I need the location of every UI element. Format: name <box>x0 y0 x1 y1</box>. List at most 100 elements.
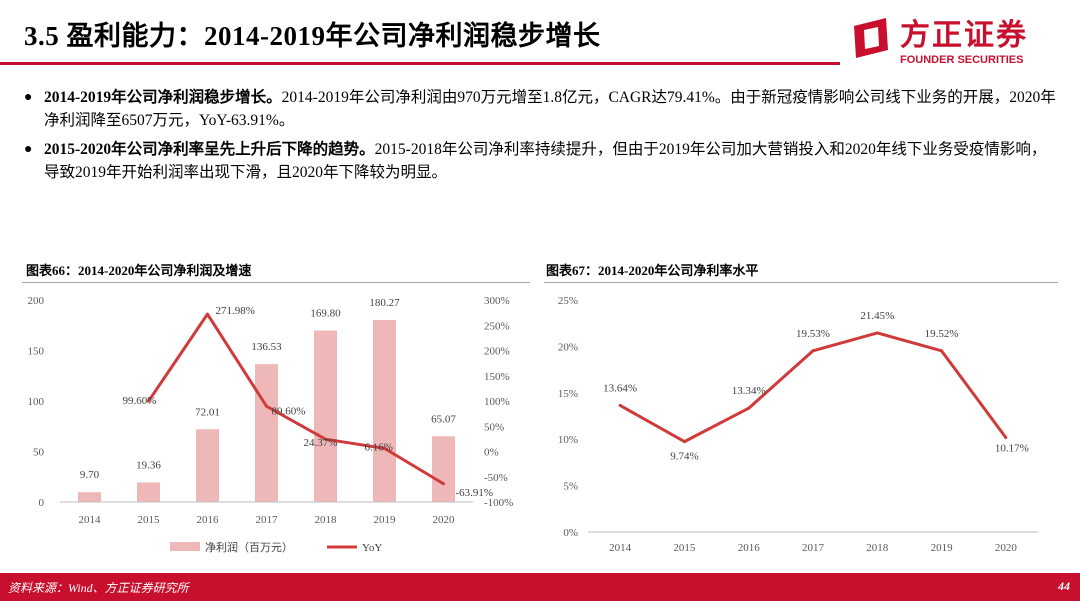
page-title: 3.5 盈利能力：2014-2019年公司净利润稳步增长 <box>24 21 601 51</box>
net-margin-data-label: 19.52% <box>925 328 959 340</box>
legend-bar-label: 净利润（百万元） <box>205 540 293 554</box>
chart2-title: 图表67：2014-2020年公司净利率水平 <box>546 263 759 278</box>
bar-data-label: 169.80 <box>310 308 341 320</box>
x-tick-label: 2018 <box>866 542 889 554</box>
yoy-data-label: -63.91% <box>456 487 494 499</box>
x-tick-label: 2014 <box>79 514 102 526</box>
chart1-title-rule <box>22 282 530 283</box>
net-margin-data-label: 19.53% <box>796 328 830 340</box>
y-left-tick-label: 0 <box>39 497 45 509</box>
x-tick-label: 2017 <box>802 542 825 554</box>
bullet-dot-icon: ● <box>24 142 33 157</box>
y-left-tick-label: 200 <box>28 295 45 307</box>
y-right-tick-label: 250% <box>484 320 510 332</box>
net-margin-point <box>875 331 879 335</box>
net-margin-data-label: 21.45% <box>860 310 894 322</box>
bullet-item: ● 2014-2019年公司净利润稳步增长。2014-2019年公司净利润由97… <box>20 86 1060 132</box>
bar-data-label: 136.53 <box>251 341 282 353</box>
bullet-heading: 2015-2020年公司净利率呈先上升后下降的趋势。 <box>44 141 375 158</box>
bullet-text: 2015-2018年公司净利率持续提升，但由于2019年公司加大营销投入和202… <box>44 141 1047 181</box>
y-right-tick-label: -100% <box>484 497 513 509</box>
logo-mark-icon <box>854 18 888 58</box>
net-margin-line <box>619 331 1008 444</box>
y-tick-label: 15% <box>558 388 578 400</box>
net-margin-data-label: 13.34% <box>732 385 766 397</box>
chart2-net-margin: 0% 5% 10% 15% 20% 25% 13.64% 9.74% 13.34% 19.53% 2… <box>558 295 1038 554</box>
yoy-point <box>147 399 150 403</box>
bar <box>314 330 337 502</box>
x-tick-label: 2019 <box>931 542 954 554</box>
bar-data-label: 9.70 <box>80 469 100 481</box>
x-tick-label: 2016 <box>738 542 761 554</box>
bar-data-label: 19.36 <box>136 459 161 471</box>
y-right-tick-label: 0% <box>484 447 499 459</box>
y-right-tick-label: -50% <box>484 472 508 484</box>
y-left-tick-label: 50 <box>33 447 45 459</box>
x-tick-label: 2020 <box>995 542 1018 554</box>
x-tick-label: 2015 <box>138 514 161 526</box>
x-tick-label: 2017 <box>256 514 279 526</box>
x-tick-label: 2020 <box>433 514 456 526</box>
net-margin-point <box>682 440 686 444</box>
bar-data-label: 180.27 <box>369 297 400 309</box>
logo-name: 方正证券 <box>900 18 1028 53</box>
y-right-tick-label: 200% <box>484 346 510 358</box>
net-margin-data-label: 13.64% <box>603 382 637 394</box>
legend-line-label: YoY <box>362 542 382 554</box>
yoy-data-label: 24.37% <box>304 437 338 449</box>
y-right-tick-label: 50% <box>484 421 504 433</box>
y-left-tick-label: 150 <box>28 346 45 358</box>
header-rule <box>0 62 840 65</box>
y-tick-label: 0% <box>563 527 578 539</box>
yoy-data-label: 89.60% <box>272 405 306 417</box>
yoy-line <box>147 312 445 486</box>
yoy-point <box>265 404 268 408</box>
x-tick-label: 2015 <box>673 542 696 554</box>
yoy-data-label: 6.16% <box>365 441 393 453</box>
bullet-list: ● 2014-2019年公司净利润稳步增长。2014-2019年公司净利润由97… <box>20 86 1060 190</box>
bullet-heading: 2014-2019年公司净利润稳步增长。 <box>44 89 282 106</box>
net-margin-data-label: 10.17% <box>995 443 1029 455</box>
chart2-title-rule <box>544 282 1058 283</box>
y-tick-label: 5% <box>563 481 578 493</box>
bar <box>137 482 160 502</box>
yoy-point <box>206 312 209 316</box>
yoy-data-label: 99.60% <box>123 395 157 407</box>
yoy-point <box>442 482 445 486</box>
brand-logo: 方正证券 FOUNDER SECURITIES <box>852 10 1052 70</box>
y-tick-label: 25% <box>558 295 578 307</box>
net-margin-point <box>1004 436 1008 440</box>
net-margin-point <box>940 349 944 353</box>
y-tick-label: 20% <box>558 341 578 353</box>
net-margin-data-label: 9.74% <box>670 451 698 463</box>
y-right-tick-label: 150% <box>484 371 510 383</box>
bullet-dot-icon: ● <box>24 90 33 105</box>
y-right-tick-label: 300% <box>484 295 510 307</box>
y-right-tick-label: 100% <box>484 396 510 408</box>
bar <box>373 319 396 502</box>
yoy-point <box>324 437 327 441</box>
legend-bar-swatch <box>170 542 200 551</box>
bar <box>255 364 278 502</box>
net-margin-point <box>747 406 751 410</box>
logo-subtitle: FOUNDER SECURITIES <box>900 54 1024 66</box>
bullet-item: ● 2015-2020年公司净利率呈先上升后下降的趋势。2015-2018年公司… <box>20 138 1060 184</box>
net-margin-point <box>811 349 815 353</box>
yoy-data-label: 271.98% <box>216 305 255 317</box>
chart1-net-profit: 0 50 100 150 200 -100% -50% 0% 50% 100% 150% 200% 25… <box>28 295 514 554</box>
y-left-tick-label: 100 <box>28 396 45 408</box>
x-tick-label: 2018 <box>315 514 338 526</box>
page-number: 44 <box>1058 579 1070 593</box>
bar <box>196 429 219 502</box>
bar <box>78 492 101 502</box>
x-tick-label: 2014 <box>609 542 632 554</box>
bullet-text: 2014-2019年公司净利润由970万元增至1.8亿元，CAGR达79.41%… <box>44 89 1056 129</box>
bar-data-label: 72.01 <box>195 406 220 418</box>
chart1-title: 图表66：2014-2020年公司净利润及增速 <box>26 263 252 278</box>
bar-data-label: 65.07 <box>431 413 456 425</box>
footer-bar: 资料来源：Wind、方正证券研究所 44 <box>0 573 1080 601</box>
yoy-point <box>383 446 386 450</box>
footer-source: 资料来源：Wind、方正证券研究所 <box>8 581 189 595</box>
x-tick-label: 2019 <box>374 514 397 526</box>
x-tick-label: 2016 <box>197 514 220 526</box>
